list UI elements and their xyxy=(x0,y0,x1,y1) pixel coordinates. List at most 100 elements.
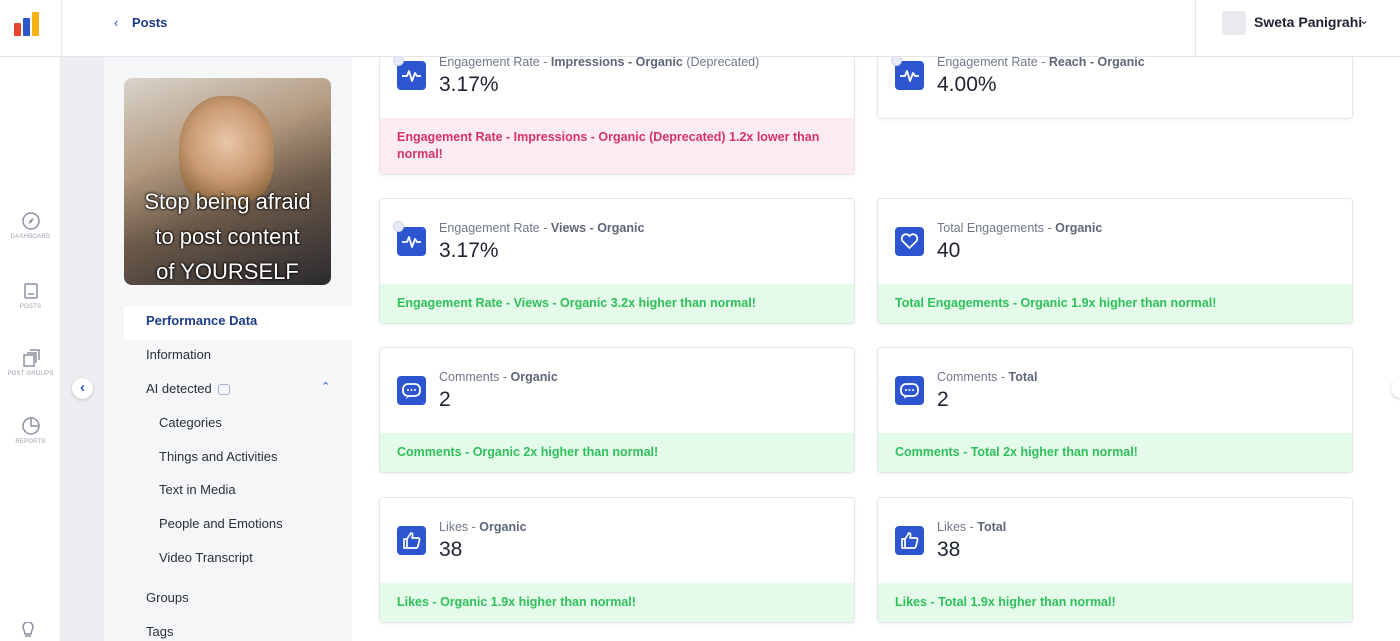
title-part: Likes - xyxy=(937,520,978,534)
metric-card: Engagement Rate - Views - Organic 3.17% En… xyxy=(379,198,855,324)
nav-item[interactable]: POST GROUPS xyxy=(0,349,61,377)
photo-subject xyxy=(179,96,274,211)
card-head: Total Engagements - Organic 40 xyxy=(878,199,1352,284)
title-part: Impressions - Organic xyxy=(550,55,683,69)
metric-icon xyxy=(397,61,426,90)
icon xyxy=(402,383,421,399)
metric-alert: Engagement Rate - Impressions - Organic … xyxy=(380,118,854,174)
metric-title: Comments - Total xyxy=(937,370,1037,384)
nav-label: POSTS xyxy=(19,304,42,310)
title-part: Organic xyxy=(1055,221,1103,235)
metric-title: Total Engagements - Organic xyxy=(937,221,1102,235)
expand-caret[interactable]: ⌃ xyxy=(321,381,331,393)
metric-value: 38 xyxy=(439,538,463,561)
metric-title: Engagement Rate - Views - Organic xyxy=(439,221,644,235)
metric-alert: Comments - Organic 2x higher than normal… xyxy=(380,433,854,472)
caption-line: Stop being afraid xyxy=(144,189,311,214)
metric-card: Total Engagements - Organic 40 Total Engag… xyxy=(877,198,1353,324)
menu-item[interactable]: Information xyxy=(146,347,212,362)
logo xyxy=(14,12,39,36)
card-head: Comments - Organic 2 xyxy=(380,348,854,433)
title-part: Engagement Rate - xyxy=(439,221,551,235)
metric-icon xyxy=(895,61,924,90)
icon xyxy=(23,283,38,299)
menu-item[interactable]: Categories xyxy=(159,415,222,430)
title-part: Likes - xyxy=(439,520,480,534)
back-arrow[interactable]: ‹ xyxy=(114,15,119,30)
menu-item[interactable]: Text in Media xyxy=(159,482,236,498)
title-part: Total xyxy=(1008,370,1038,384)
caption-line: to post content xyxy=(155,224,300,249)
title-part: Reach - Organic xyxy=(1048,55,1145,69)
menu-item[interactable]: Performance Data xyxy=(146,313,258,328)
menu-item[interactable]: Things and Activities xyxy=(159,448,278,464)
metric-value: 2 xyxy=(439,388,451,411)
title-part: Comments - xyxy=(439,370,511,384)
metric-icon xyxy=(895,526,924,555)
caption-line: of YOURSELF xyxy=(156,259,299,284)
metric-value: 3.17% xyxy=(439,239,499,262)
nav-rail: DASHBOARD POSTS POST GROUPS REPORTS xyxy=(0,57,61,641)
metric-value: 2 xyxy=(937,388,949,411)
back-link[interactable]: Posts xyxy=(132,15,168,30)
metric-alert: Likes - Organic 1.9x higher than normal! xyxy=(380,583,854,622)
divider xyxy=(1195,0,1196,57)
icon-badge xyxy=(393,221,404,232)
menu-item[interactable]: Tags xyxy=(146,624,174,639)
top-bar: ‹ Posts Sweta Panigrahi ⌄ xyxy=(0,0,1400,57)
nav-label: DASHBOARD xyxy=(10,234,51,240)
divider xyxy=(61,0,62,57)
menu-item[interactable]: People and Emotions xyxy=(159,516,283,532)
icon xyxy=(21,417,40,435)
main: Engagement Rate - Impressions - Organic … xyxy=(352,0,1400,641)
title-part: Views - Organic xyxy=(550,221,645,235)
title-part: Comments - xyxy=(937,370,1009,384)
metric-alert: Likes - Total 1.9x higher than normal! xyxy=(878,583,1352,622)
menu-item[interactable]: Video Transcript xyxy=(159,549,253,565)
icon xyxy=(900,383,919,399)
title-part: Organic xyxy=(510,370,558,384)
icon xyxy=(22,622,34,637)
metric-icon xyxy=(397,227,426,256)
metric-value: 40 xyxy=(937,239,961,262)
metric-card: Likes - Organic 38 Likes - Organic 1.9x hi… xyxy=(379,497,855,623)
title-part: Total Engagements - xyxy=(937,221,1056,235)
scroll-button[interactable] xyxy=(1391,378,1400,398)
metric-icon xyxy=(895,376,924,405)
metric-title: Likes - Total xyxy=(937,520,1006,534)
metric-value: 38 xyxy=(937,538,961,561)
card-head: Likes - Total 38 xyxy=(878,498,1352,583)
user-caret[interactable]: ⌄ xyxy=(1359,13,1370,27)
nav-item[interactable]: POSTS xyxy=(0,282,61,310)
metric-icon xyxy=(895,227,924,256)
menu-item[interactable]: AI detected xyxy=(146,381,212,396)
metric-icon xyxy=(397,526,426,555)
user-name[interactable]: Sweta Panigrahi xyxy=(1254,14,1363,30)
card-head: Likes - Organic 38 xyxy=(380,498,854,583)
title-part: (Deprecated) xyxy=(682,55,760,69)
nav-label: POST GROUPS xyxy=(7,371,54,377)
metric-title: Likes - Organic xyxy=(439,520,527,534)
icon xyxy=(402,236,421,248)
metric-alert: Comments - Total 2x higher than normal! xyxy=(878,433,1352,472)
avatar[interactable] xyxy=(1222,11,1246,35)
collapse-button[interactable]: ‹ xyxy=(72,378,93,399)
side-panel: Stop being afraid to post content of YOURS… xyxy=(104,57,352,641)
metric-value: 4.00% xyxy=(937,73,997,96)
nav-item[interactable]: DASHBOARD xyxy=(0,212,61,240)
metric-title: Engagement Rate - Impressions - Organic … xyxy=(439,55,759,69)
card-head: Engagement Rate - Reach - Organic 4.00% xyxy=(878,33,1352,118)
metric-card: Likes - Total 38 Likes - Total 1.9x higher… xyxy=(877,497,1353,623)
card-head: Comments - Total 2 xyxy=(878,348,1352,433)
post-image: Stop being afraid to post content of YOURS… xyxy=(124,78,331,285)
title-part: Organic xyxy=(479,520,527,534)
nav-item[interactable]: REPORTS xyxy=(0,417,61,445)
metric-alert: Engagement Rate - Views - Organic 3.2x h… xyxy=(380,284,854,323)
nav-label: REPORTS xyxy=(15,439,46,445)
icon xyxy=(901,532,919,549)
gutter xyxy=(61,57,104,641)
icon xyxy=(21,212,40,230)
menu-item[interactable]: Groups xyxy=(146,590,189,605)
icon xyxy=(900,70,919,82)
